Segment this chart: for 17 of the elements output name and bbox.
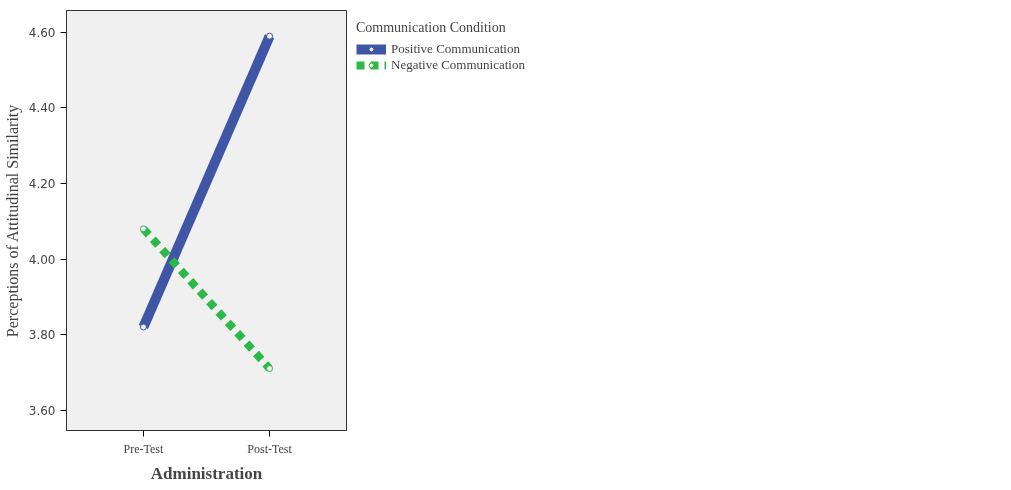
y-tick-label: 4.40 bbox=[28, 101, 56, 116]
y-tick-label: 4.20 bbox=[28, 176, 56, 191]
x-axis-title: Administration bbox=[150, 463, 263, 483]
y-tick-label: 4.60 bbox=[28, 25, 56, 40]
legend-title: Communication Condition bbox=[356, 20, 507, 36]
point bbox=[266, 365, 274, 373]
point bbox=[139, 323, 147, 331]
legend-label: Positive Communication bbox=[391, 41, 520, 57]
point bbox=[139, 225, 147, 233]
legend-label: Negative Communication bbox=[391, 57, 525, 73]
y-axis-title: Perceptions of Attitudinal Similarity bbox=[3, 104, 22, 338]
point bbox=[266, 32, 274, 40]
y-tick-label: 4.00 bbox=[28, 252, 56, 267]
x-tick-label: Pre-Test bbox=[123, 441, 165, 456]
x-tick-label: Post-Test bbox=[247, 441, 293, 456]
y-tick-label: 3.60 bbox=[28, 403, 56, 418]
y-tick-label: 3.80 bbox=[28, 328, 56, 343]
